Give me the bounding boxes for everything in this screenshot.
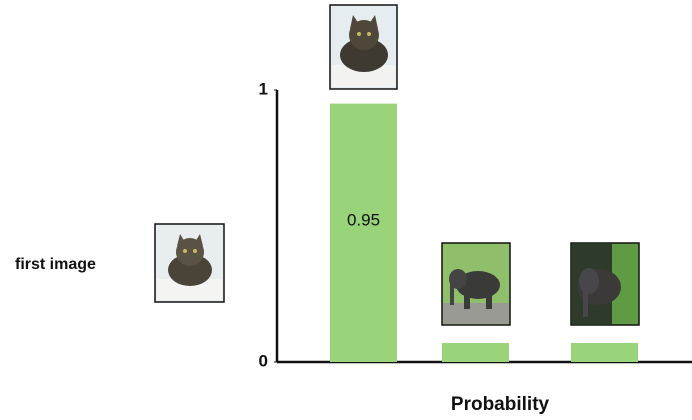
- input-image: [155, 224, 224, 302]
- class-image-cat: [330, 5, 397, 89]
- bar: [330, 104, 397, 362]
- class-image-elephant: [442, 243, 510, 325]
- page: {"chart_data": {"type": "bar", "categori…: [0, 0, 692, 420]
- chart: first image Probability 0 1 0.95: [0, 0, 692, 420]
- value-label: 0.95: [347, 210, 380, 229]
- bar: [571, 343, 638, 362]
- y-tick-label: 0: [259, 351, 268, 370]
- annotation: first image: [15, 256, 96, 273]
- bar: [442, 343, 509, 362]
- class-image-elephant: [571, 243, 639, 325]
- x-axis-label: Probability: [451, 394, 550, 415]
- y-tick-label: 1: [259, 79, 268, 98]
